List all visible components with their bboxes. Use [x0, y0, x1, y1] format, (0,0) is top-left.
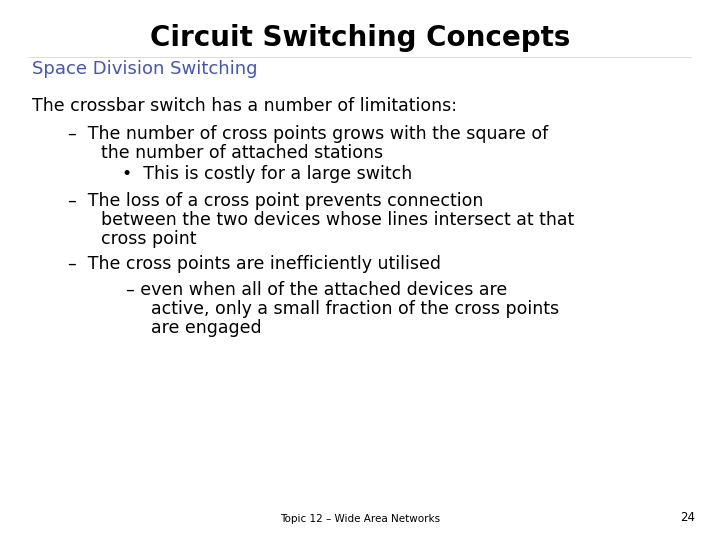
Text: active, only a small fraction of the cross points: active, only a small fraction of the cro… — [151, 300, 559, 318]
Text: between the two devices whose lines intersect at that: between the two devices whose lines inte… — [101, 211, 574, 228]
Text: •  This is costly for a large switch: • This is costly for a large switch — [122, 165, 413, 183]
Text: 24: 24 — [680, 511, 695, 524]
Text: – even when all of the attached devices are: – even when all of the attached devices … — [126, 281, 508, 299]
Text: the number of attached stations: the number of attached stations — [101, 144, 383, 162]
Text: –  The number of cross points grows with the square of: – The number of cross points grows with … — [68, 125, 549, 143]
Text: Circuit Switching Concepts: Circuit Switching Concepts — [150, 24, 570, 52]
Text: –  The loss of a cross point prevents connection: – The loss of a cross point prevents con… — [68, 192, 484, 210]
Text: Topic 12 – Wide Area Networks: Topic 12 – Wide Area Networks — [280, 514, 440, 524]
Text: are engaged: are engaged — [151, 319, 262, 336]
Text: Space Division Switching: Space Division Switching — [32, 60, 258, 78]
Text: –  The cross points are inefficiently utilised: – The cross points are inefficiently uti… — [68, 255, 441, 273]
Text: The crossbar switch has a number of limitations:: The crossbar switch has a number of limi… — [32, 97, 457, 115]
Text: cross point: cross point — [101, 230, 197, 247]
